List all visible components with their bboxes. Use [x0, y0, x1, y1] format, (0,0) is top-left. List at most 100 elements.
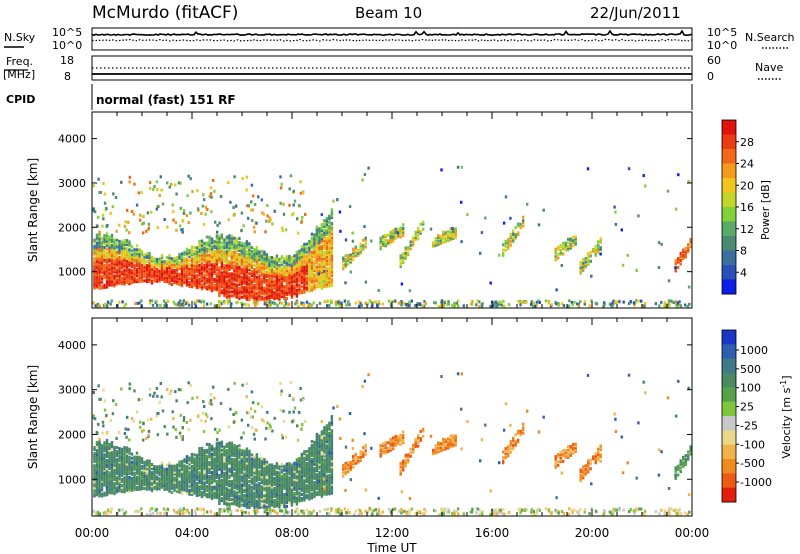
power-cell: [98, 272, 101, 276]
power-cell: [98, 234, 101, 238]
power-cell: [330, 226, 334, 230]
velocity-cell: [130, 480, 134, 484]
velocity-cell: [305, 486, 309, 490]
power-cell: [213, 250, 216, 254]
velocity-cell: [305, 476, 309, 480]
power-cell: [447, 235, 450, 239]
power-cell: [173, 257, 176, 261]
power-cell: [328, 224, 331, 228]
power-cell: [230, 244, 234, 248]
velocity-cell: [193, 473, 196, 477]
power-cell: [105, 271, 109, 275]
power-cell: [243, 294, 246, 298]
velocity-cell: [205, 460, 209, 464]
power-cell: [160, 271, 164, 275]
velocity-cell: [283, 464, 286, 468]
power-cell: [118, 273, 121, 277]
power-cell: [268, 220, 271, 223]
power-cell: [170, 283, 174, 287]
power-cell: [170, 279, 174, 283]
power-cell: [243, 274, 246, 278]
power-cell: [108, 253, 111, 257]
power-cell: [338, 210, 342, 214]
velocity-cell: [308, 461, 311, 465]
power-cell: [185, 251, 189, 255]
velocity-cell: [215, 451, 219, 455]
power-cell: [479, 251, 482, 255]
power-cell: [330, 246, 334, 249]
power-cell: [260, 287, 264, 291]
power-cell: [124, 302, 128, 306]
power-cell: [245, 294, 249, 297]
power-cell: [204, 212, 207, 216]
power-cell: [218, 284, 221, 288]
velocity-cell: [93, 464, 96, 468]
velocity-cell: [248, 496, 251, 499]
velocity-cell: [183, 484, 186, 488]
power-cell: [330, 208, 334, 212]
power-cell: [434, 237, 437, 240]
velocity-cell: [110, 461, 114, 465]
power-cell: [328, 260, 331, 264]
power-cell: [295, 266, 299, 270]
power-cell: [268, 294, 271, 297]
velocity-cell: [218, 486, 221, 489]
power-cell: [105, 277, 109, 281]
velocity-cell: [225, 450, 229, 454]
power-cell: [218, 254, 221, 258]
power-cell: [611, 301, 614, 305]
power-cell: [320, 229, 324, 233]
power-cell: [105, 237, 109, 241]
power-cell: [290, 256, 294, 259]
velocity-cell: [253, 503, 256, 507]
velocity-cell: [175, 473, 179, 477]
power-cell: [238, 278, 241, 282]
velocity-cell: [128, 447, 131, 451]
power-cell: [323, 277, 326, 280]
power-cell: [160, 259, 164, 263]
power-cell: [602, 304, 605, 308]
power-cell: [455, 301, 458, 305]
power-cell: [434, 242, 437, 246]
velocity-cell: [210, 489, 214, 492]
velocity-cell: [143, 482, 146, 486]
power-cell: [190, 277, 194, 281]
velocity-cell: [205, 479, 209, 482]
power-cell: [323, 257, 326, 260]
power-cell: [190, 253, 194, 257]
power-cell: [275, 260, 279, 264]
velocity-cell: [205, 471, 209, 474]
power-cell: [208, 267, 211, 271]
velocity-cell: [118, 457, 121, 461]
power-cell: [263, 274, 266, 278]
power-cell: [258, 270, 261, 274]
power-cell: [284, 228, 288, 232]
velocity-cell: [140, 465, 144, 469]
power-cell: [218, 250, 221, 254]
power-cell: [248, 294, 251, 298]
power-cell: [130, 249, 134, 253]
power-cell: [118, 267, 121, 271]
power-cell: [135, 203, 139, 207]
velocity-cell: [233, 496, 236, 500]
velocity-cell: [230, 474, 234, 477]
power-cell: [369, 300, 372, 304]
power-cell: [384, 233, 387, 237]
velocity-cell: [143, 462, 146, 466]
power-cell: [238, 241, 241, 244]
velocity-cell: [198, 493, 201, 497]
power-cell: [414, 304, 417, 307]
power-colorbar-tick-label: 28: [740, 136, 754, 149]
velocity-cell: [93, 452, 96, 456]
velocity-cell: [95, 485, 99, 489]
power-cell: [330, 299, 333, 303]
velocity-cell: [305, 462, 309, 465]
velocity-cell: [243, 451, 246, 455]
power-cell: [268, 300, 272, 303]
power-cell: [158, 273, 161, 277]
power-colorbar-tick-label: 4: [740, 266, 747, 279]
velocity-cell: [138, 485, 141, 489]
power-cell: [175, 258, 179, 262]
velocity-cell: [300, 458, 304, 462]
power-cell: [437, 236, 440, 239]
